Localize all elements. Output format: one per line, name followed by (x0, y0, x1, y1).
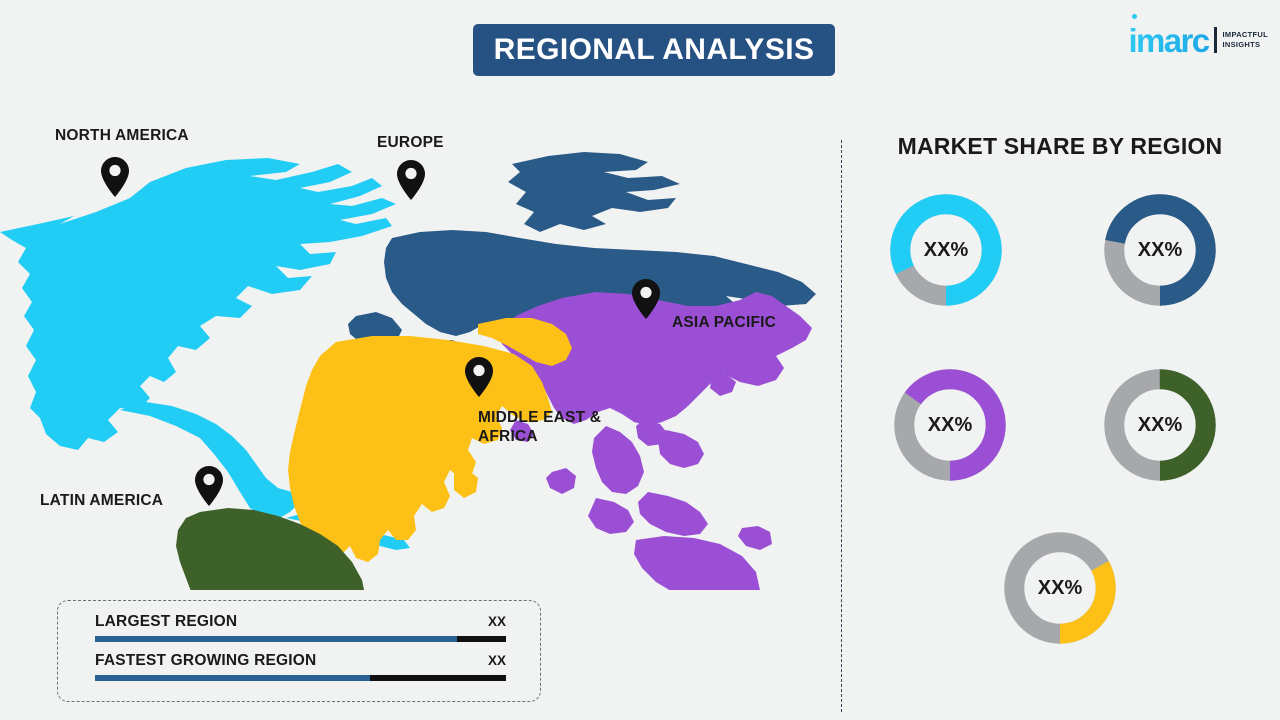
donut-chart-latin-america[interactable]: XX% (1100, 365, 1220, 485)
donut-chart-north-america[interactable]: XX% (886, 190, 1006, 310)
map-pin-latin-america-icon[interactable] (194, 466, 224, 506)
legend-bar-fill-largest-region (95, 636, 457, 642)
legend-bar-track-fastest-growing-region (95, 675, 506, 681)
map-region-latin-america[interactable] (176, 508, 366, 590)
map-pin-asia-pacific-icon[interactable] (631, 279, 661, 319)
map-pin-europe-icon[interactable] (396, 160, 426, 200)
map-region-asia-pacific[interactable] (498, 292, 812, 590)
legend-value-largest-region: XX (487, 614, 506, 629)
donut-chart-asia-pacific[interactable]: XX% (890, 365, 1010, 485)
legend-row-fastest-growing-region: FASTEST GROWING REGION XX (95, 652, 506, 681)
donut-chart-middle-east-africa[interactable]: XX% (1000, 528, 1120, 648)
legend-value-fastest-growing-region: XX (487, 653, 506, 668)
donut-label-europe: XX% (1137, 238, 1183, 261)
legend-row-largest-region: LARGEST REGION XX (95, 613, 506, 642)
donut-label-latin-america: XX% (1137, 413, 1183, 436)
market-share-panel-title: MARKET SHARE BY REGION (897, 133, 1223, 159)
logo-divider-bar (1213, 27, 1217, 53)
donut-label-north-america: XX% (923, 238, 969, 261)
logo-tagline-line1: IMPACTFUL (1222, 29, 1268, 39)
map-label-latin-america: LATIN AMERICA (40, 492, 164, 509)
map-label-asia-pacific: ASIA PACIFIC (672, 314, 777, 331)
imarc-logo: imarc IMPACTFUL INSIGHTS (1128, 14, 1268, 60)
map-label-middle-east-africa: MIDDLE EAST & AFRICA (478, 409, 602, 446)
logo-tagline: IMPACTFUL INSIGHTS (1223, 30, 1268, 50)
donut-label-middle-east-africa: XX% (1037, 576, 1083, 599)
legend-label-fastest-growing-region: FASTEST GROWING REGION (95, 652, 317, 669)
panel-divider (841, 140, 842, 712)
world-map (0, 120, 820, 590)
donut-label-asia-pacific: XX% (927, 413, 973, 436)
logo-tagline-line2: INSIGHTS (1222, 40, 1261, 49)
legend-label-largest-region: LARGEST REGION (95, 613, 238, 630)
legend-bar-track-largest-region (95, 636, 506, 642)
map-pin-middle-east-africa-icon[interactable] (464, 357, 494, 397)
logo-wordmark: imarc (1128, 24, 1211, 57)
region-summary-box: LARGEST REGION XX FASTEST GROWING REGION… (57, 600, 541, 702)
map-label-north-america: NORTH AMERICA (55, 127, 189, 144)
map-label-europe: EUROPE (377, 134, 444, 151)
map-region-middle-east-africa[interactable] (288, 318, 572, 570)
logo-dot-icon (1132, 14, 1138, 19)
donut-chart-europe[interactable]: XX% (1100, 190, 1220, 310)
page-title-banner: REGIONAL ANALYSIS (473, 24, 835, 76)
map-pin-north-america-icon[interactable] (100, 157, 130, 197)
legend-bar-fill-fastest-growing-region (95, 675, 371, 681)
world-map-svg (0, 152, 816, 590)
page-title: REGIONAL ANALYSIS (493, 33, 815, 66)
